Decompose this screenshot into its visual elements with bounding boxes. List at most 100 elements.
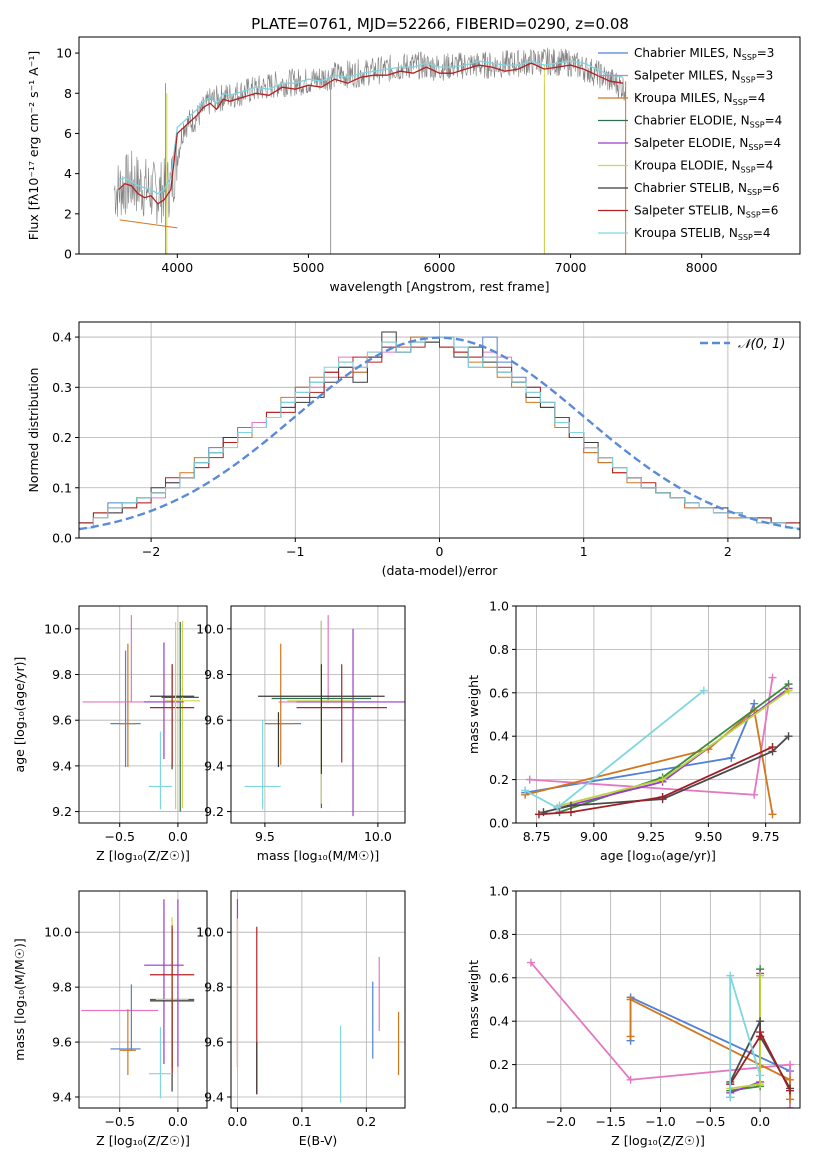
x-axis-label: E(B-V) (299, 1133, 338, 1148)
legend-subscript: SSP (747, 188, 762, 197)
data-point (658, 775, 667, 784)
axes-frame (230, 605, 406, 824)
plot-area (81, 899, 195, 1099)
data-point (756, 1017, 765, 1026)
y-tick-label: 0.8 (489, 642, 509, 657)
y-tick-label: 9.6 (204, 713, 224, 728)
y-tick-label: 2 (64, 206, 72, 221)
data-point (525, 775, 534, 784)
legend-subscript: SSP (746, 211, 761, 220)
legend-value: =3 (756, 69, 774, 83)
data-point (786, 1095, 795, 1104)
y-tick-label: 9.6 (52, 713, 72, 728)
y-tick-label: 0.0 (489, 816, 509, 831)
plot-area (79, 331, 800, 538)
y-tick-label: 9.2 (204, 804, 224, 819)
axes-frame (78, 890, 208, 1109)
x-axis-label: Z [log₁₀(Z/Z☉)] (96, 1133, 190, 1148)
legend-label: Kroupa STELIB, NSSP=4 (634, 226, 771, 242)
legend-label: Chabrier MILES, NSSP=3 (634, 46, 774, 62)
data-point (768, 810, 777, 819)
model-segment (119, 219, 178, 229)
data-point (553, 803, 562, 812)
y-tick-label: 8 (64, 86, 72, 101)
x-tick-label: 0.0 (227, 1114, 247, 1129)
data-point (626, 1032, 635, 1041)
x-tick-label: 5000 (293, 260, 325, 275)
y-tick-label: 9.8 (52, 980, 72, 995)
observed-spectrum (114, 47, 626, 225)
y-tick-label: 9.8 (204, 667, 224, 682)
x-tick-label: −0.5 (695, 1114, 725, 1129)
y-tick-label: 0.6 (489, 685, 509, 700)
data-point (534, 810, 543, 819)
data-point (786, 1060, 795, 1069)
x-tick-label: 9.5 (255, 829, 275, 844)
legend-value: =3 (757, 46, 775, 60)
legend-label: Kroupa MILES, NSSP=4 (634, 91, 765, 107)
legend-value: =4 (748, 91, 766, 105)
x-tick-label: 10.0 (364, 829, 392, 844)
y-tick-label: 9.8 (204, 980, 224, 995)
x-tick-label: −2 (142, 544, 160, 559)
legend-label: Chabrier STELIB, NSSP=6 (634, 181, 780, 197)
legend-value: =6 (762, 181, 780, 195)
data-point (658, 792, 667, 801)
y-tick-label: 0.8 (489, 927, 509, 942)
y-tick-label: 6 (64, 126, 72, 141)
data-point (566, 808, 575, 817)
data-point (727, 753, 736, 762)
y-tick-label: 0.0 (52, 531, 72, 546)
data-point (756, 1080, 765, 1089)
data-point (786, 1086, 795, 1095)
x-axis-label: wavelength [Angstrom, rest frame] (329, 279, 549, 294)
axes-frame (515, 605, 801, 824)
y-tick-label: 10.0 (196, 925, 224, 940)
legend-label: Chabrier ELODIE, NSSP=4 (634, 114, 782, 130)
x-tick-label: 0.2 (356, 1114, 376, 1129)
mass-vs-z-panel: −0.5 0.0 9.4 9.6 9.8 10.0 Z [log₁₀(Z/Z☉)] mass … (12, 890, 208, 1148)
y-tick-label: 9.6 (52, 1035, 72, 1050)
x-tick-label: −1.0 (645, 1114, 675, 1129)
x-tick-label: −1 (286, 544, 304, 559)
x-tick-label: −0.5 (105, 1114, 135, 1129)
x-tick-label: 0.0 (168, 1114, 188, 1129)
mass-weight-z-panel: −2.0 −1.5 −1.0 −0.5 0.0 0.0 0.2 0.4 0.6 0.8 1.0 Z [… (466, 884, 801, 1148)
x-axis-label: (data-model)/error (382, 563, 499, 578)
y-axis-label: mass [log₁₀(M/M☉)] (12, 938, 27, 1060)
x-tick-label: −0.5 (105, 829, 135, 844)
x-tick-label: −2.0 (546, 1114, 576, 1129)
x-tick-label: 9.50 (694, 829, 722, 844)
legend-subscript: SSP (750, 121, 765, 130)
mass-weight-line (538, 746, 773, 816)
data-point (756, 971, 765, 980)
legend-label: 𝒩(0, 1) (738, 337, 785, 352)
x-tick-label: 0.0 (750, 1114, 770, 1129)
legend-subscript: SSP (748, 143, 763, 152)
x-tick-label: 9.75 (752, 829, 780, 844)
y-tick-label: 0.0 (489, 1101, 509, 1116)
mass-weight-line (729, 975, 761, 1098)
x-tick-label: 0.0 (168, 829, 188, 844)
legend-value: =4 (756, 159, 774, 173)
model-salpeter-stelib (117, 62, 624, 205)
model-kroupa-stelib (118, 60, 624, 195)
legend-subscript: SSP (738, 233, 753, 242)
figure-title: PLATE=0761, MJD=52266, FIBERID=0290, z=0… (251, 15, 629, 33)
y-axis-label: age [log₁₀(age/yr)] (12, 657, 27, 773)
y-tick-label: 1.0 (489, 599, 509, 614)
x-axis-label: Z [log₁₀(Z/Z☉)] (611, 1133, 705, 1148)
y-axis-label: Flux [fλ10⁻¹⁷ erg cm⁻² s⁻¹ A⁻¹] (26, 51, 41, 240)
y-tick-label: 0.2 (489, 1057, 509, 1072)
y-tick-label: 0 (64, 247, 72, 262)
legend-label: Salpeter MILES, NSSP=3 (634, 69, 773, 85)
y-tick-label: 0.4 (489, 729, 509, 744)
histogram-panel: −2 −1 0 1 2 0.0 0.1 0.2 0.3 0.4 (data-model)/error… (26, 321, 801, 578)
y-tick-label: 0.2 (489, 772, 509, 787)
data-point (521, 786, 530, 795)
x-axis-label: age [log₁₀(age/yr)] (600, 848, 716, 863)
plot-area (521, 673, 793, 819)
y-tick-label: 0.3 (52, 380, 72, 395)
y-tick-label: 10.0 (44, 621, 72, 636)
